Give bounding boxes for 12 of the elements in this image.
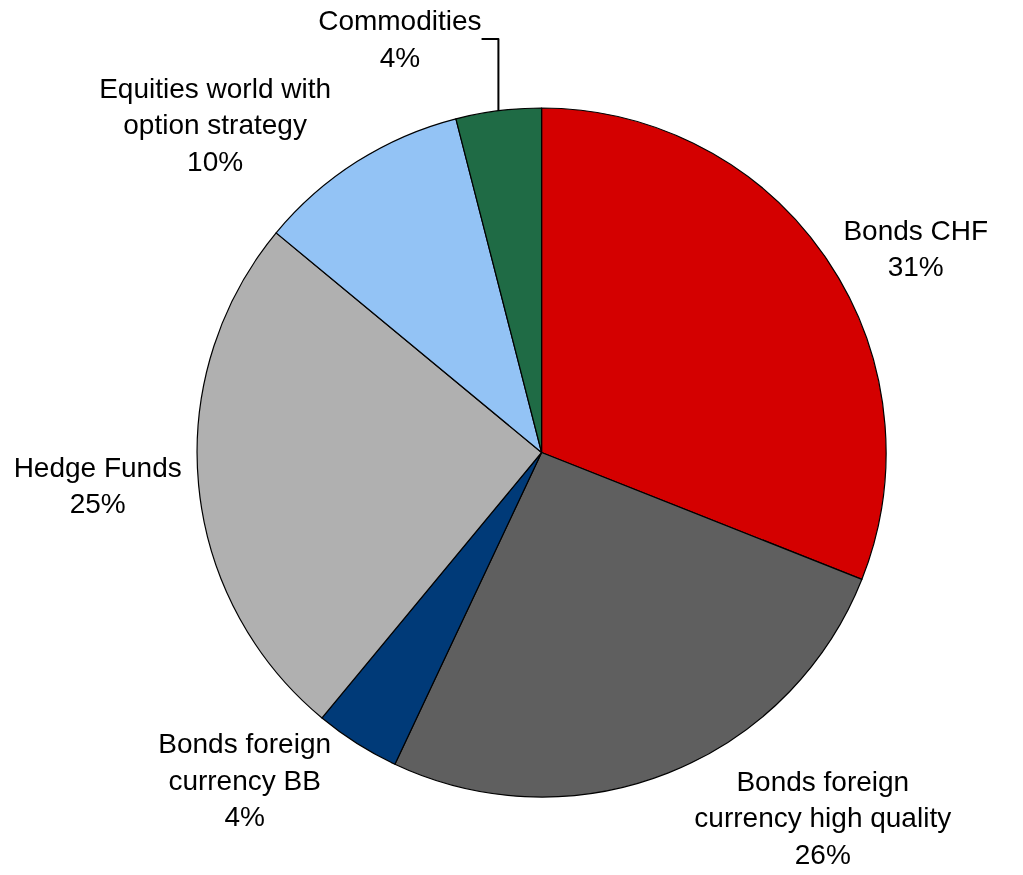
data-label: 4% <box>224 801 265 833</box>
data-label: 31% <box>887 250 944 282</box>
data-label: 10% <box>187 145 244 177</box>
slice-label: Equities world with option strategy <box>99 72 332 141</box>
slice-label: Commodities <box>318 5 482 37</box>
slice-label: Hedge Funds <box>13 451 182 483</box>
data-label: 26% <box>794 838 851 870</box>
slice-label: Bonds CHF <box>843 214 989 246</box>
data-label: 4% <box>379 41 421 73</box>
slice-label: Bonds foreign currency BB <box>158 728 332 796</box>
data-label: 25% <box>69 487 126 519</box>
slice-label: Bonds foreign currency high quality <box>694 765 952 834</box>
